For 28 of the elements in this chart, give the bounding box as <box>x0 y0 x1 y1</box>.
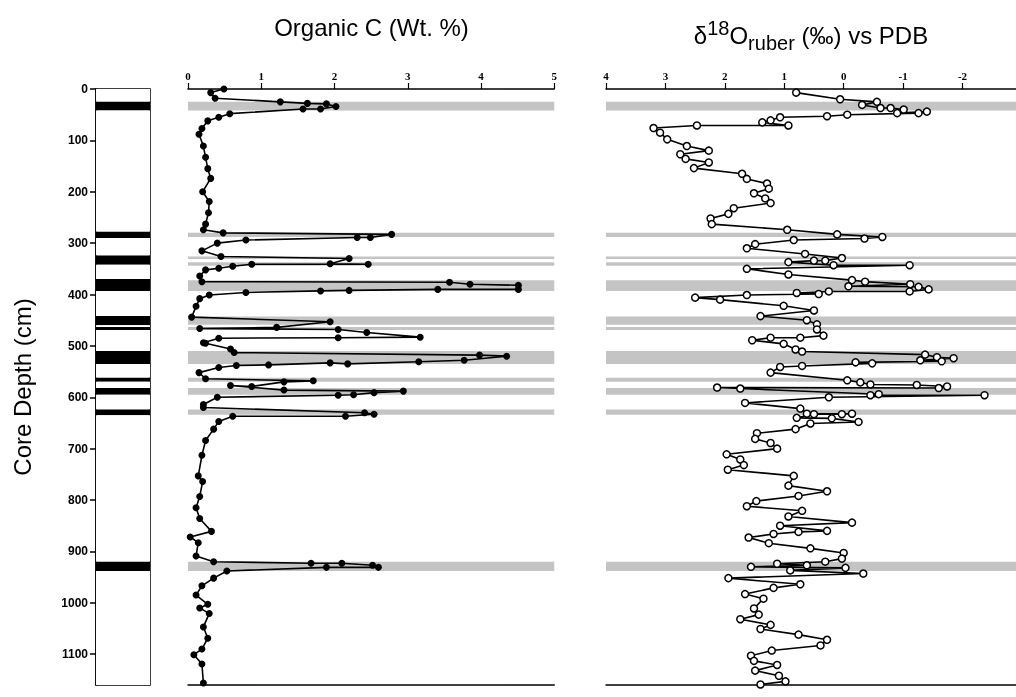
y-tick-label: 900 <box>67 544 89 559</box>
x-tick-label: 4 <box>478 69 485 82</box>
x-tick-label: 2 <box>722 69 729 82</box>
x-tick-label: 1 <box>258 69 264 82</box>
y-tick-label: 200 <box>67 184 89 199</box>
y-tick-label: 800 <box>67 493 89 508</box>
x-tick-label: 3 <box>662 69 669 82</box>
x-tick-label: 0 <box>185 69 192 82</box>
y-tick-label: 0 <box>81 82 89 96</box>
x-axis-title: δ$^{18}$O$_{ruber}$ (‰) vs PDB <box>692 16 930 56</box>
y-tick-label: 700 <box>67 441 89 456</box>
x-axis-title: Organic C (Wt. %) <box>273 14 470 42</box>
y-tick-label: 600 <box>67 390 89 405</box>
x-tick-label: -1 <box>898 69 908 82</box>
x-tick-label: -2 <box>957 69 968 82</box>
x-tick-label: 4 <box>603 69 610 82</box>
x-tick-label: 2 <box>331 69 338 82</box>
y-tick-label: 500 <box>67 338 89 353</box>
x-tick-label: 0 <box>840 69 847 82</box>
y-tick-label: 1000 <box>61 595 89 610</box>
x-tick-label: 1 <box>781 69 788 82</box>
y-tick-label: 100 <box>67 133 89 148</box>
x-tick-label: 5 <box>551 69 558 82</box>
y-axis-title: Core Depth (cm) <box>8 298 36 476</box>
y-tick-label: 300 <box>67 236 89 251</box>
y-tick-label: 1100 <box>61 647 89 662</box>
y-tick-label: 400 <box>67 287 89 302</box>
x-tick-label: 3 <box>405 69 411 82</box>
